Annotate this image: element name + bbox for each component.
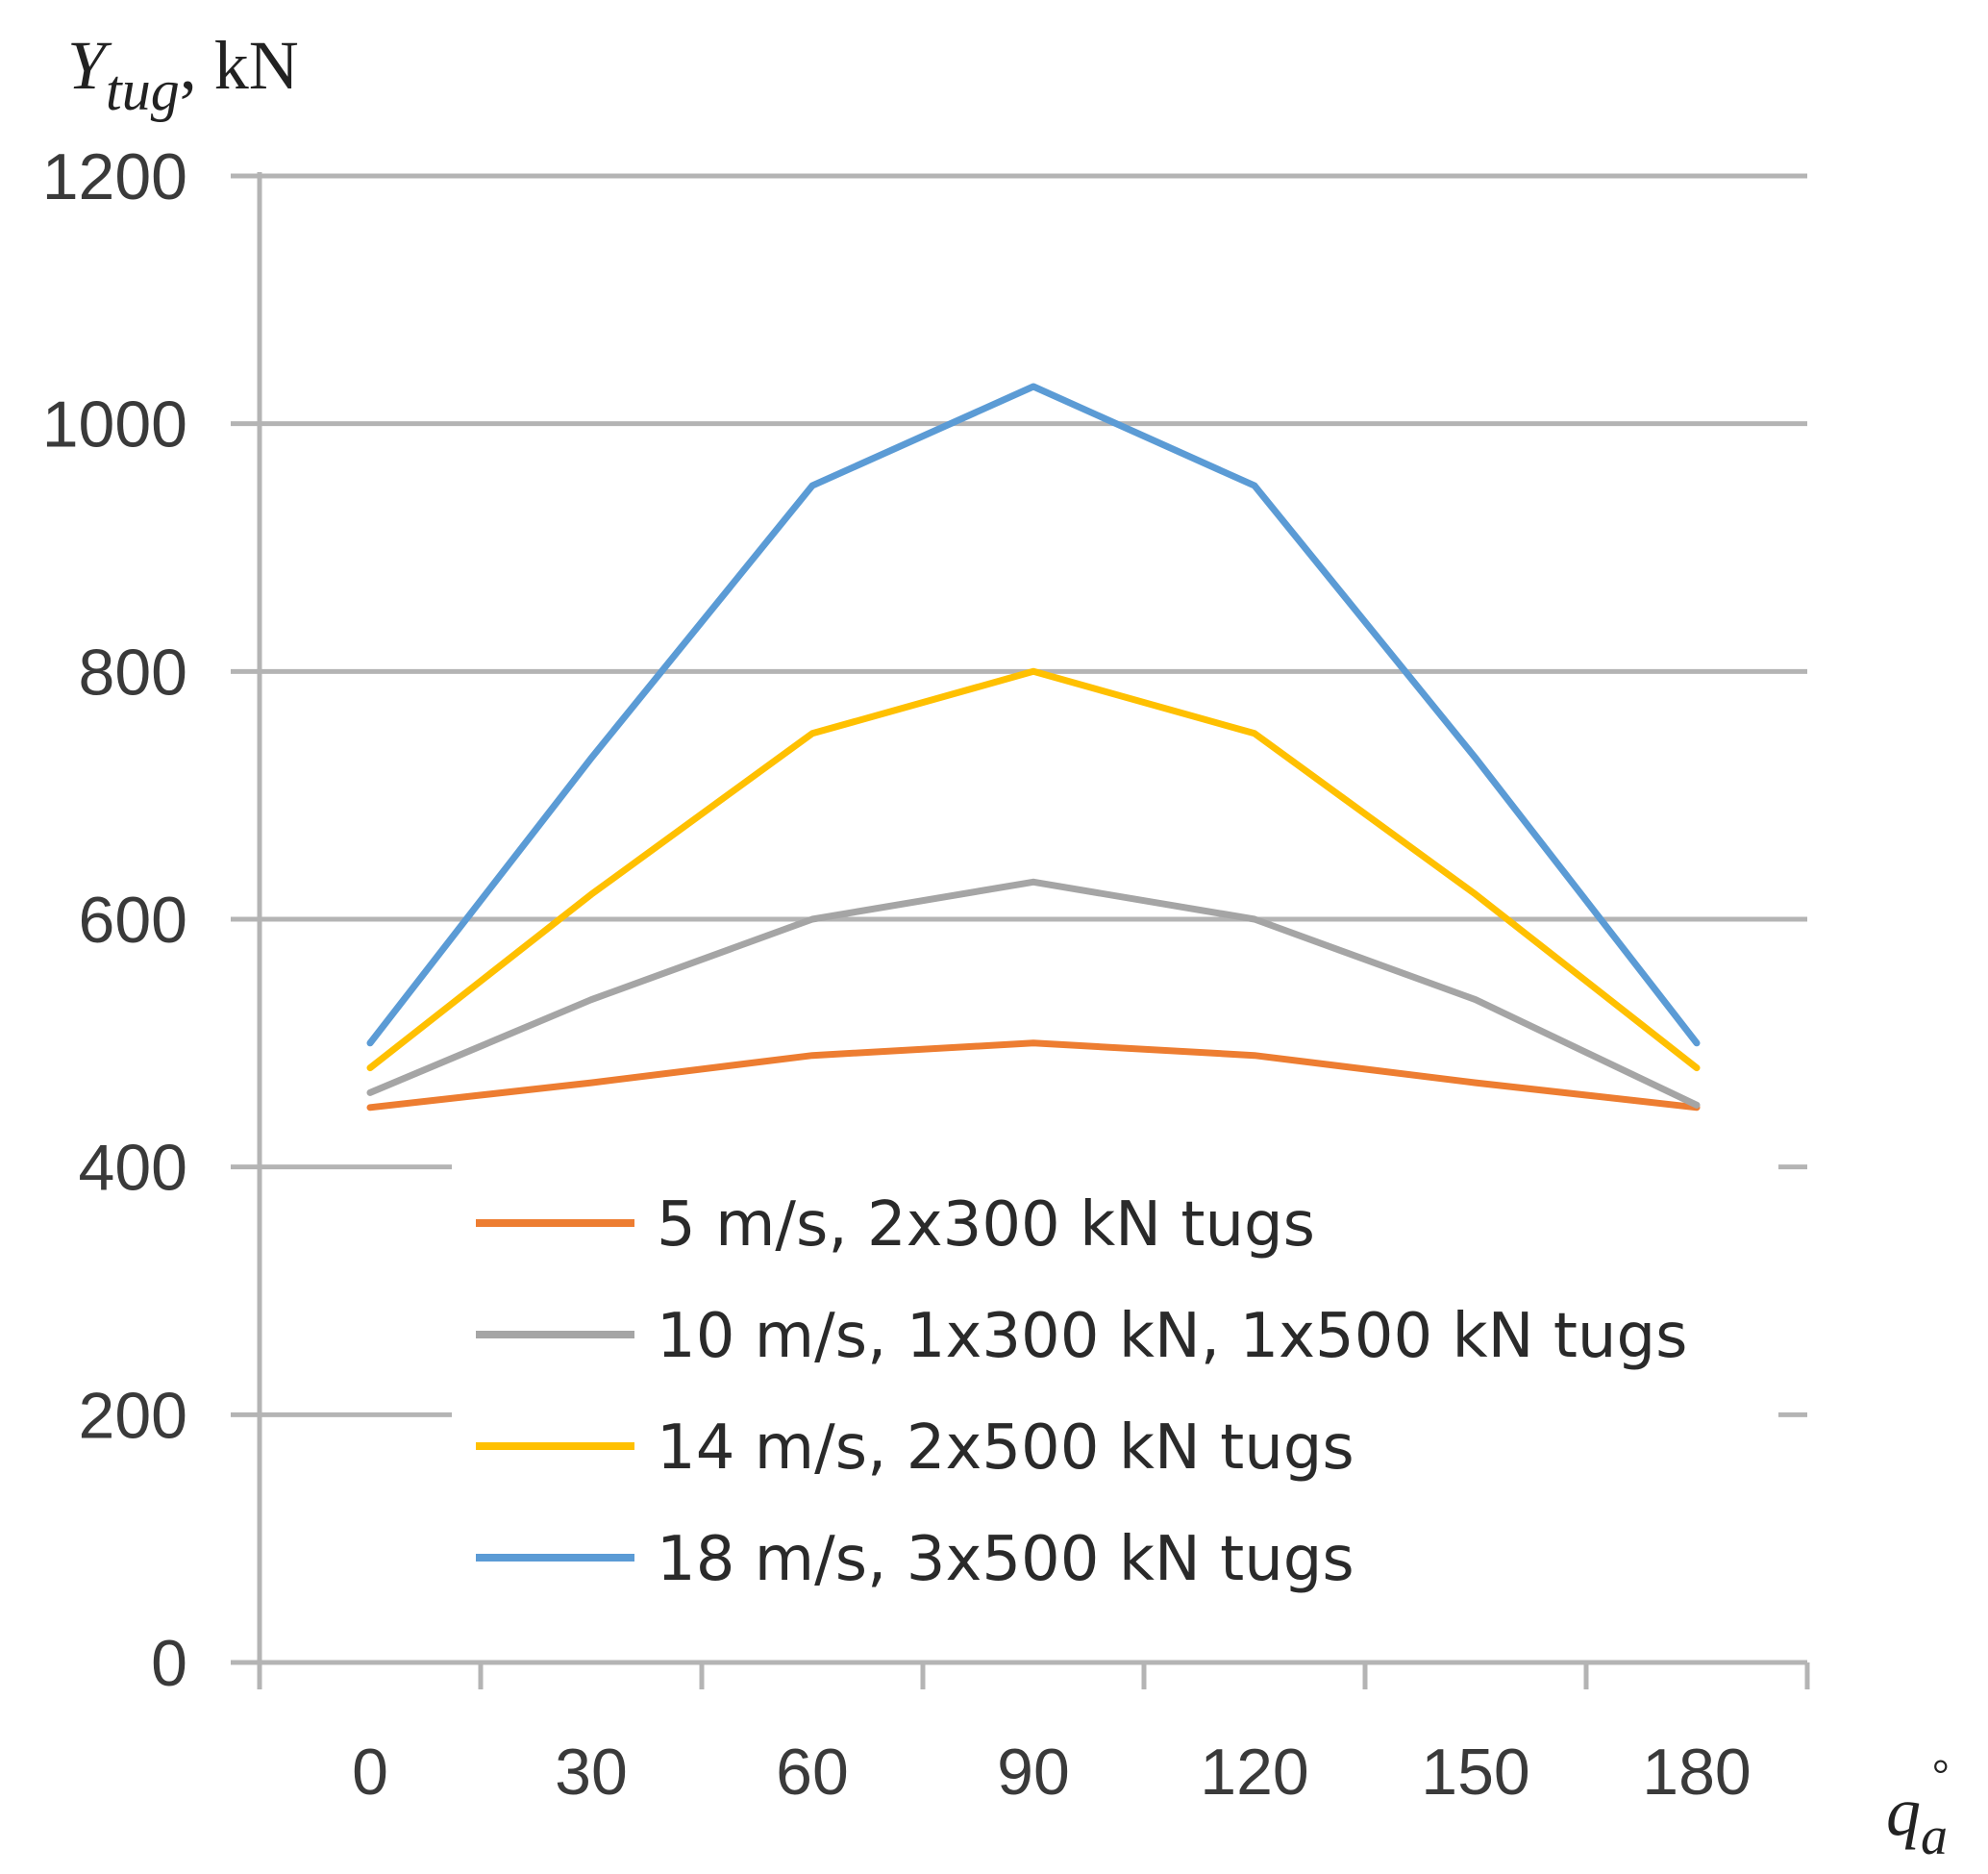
series-line-4: [366, 383, 1701, 1047]
y-tick-label: 800: [79, 636, 187, 709]
legend-background: [452, 1159, 1778, 1601]
x-axis-title: qa: [1886, 1773, 1948, 1866]
y-tick-label: 600: [79, 884, 187, 957]
legend-item: 14 m/s, 2x500 kN tugs: [476, 1412, 1354, 1484]
x-axis-subscript: a: [1921, 1807, 1948, 1866]
legend-label: 18 m/s, 3x500 kN tugs: [657, 1524, 1354, 1595]
x-tick-label: 60: [776, 1736, 849, 1809]
legend-label: 5 m/s, 2x300 kN tugs: [657, 1189, 1315, 1261]
x-tick-labels: 0 30 60 90 120 150 180: [352, 1736, 1752, 1809]
x-axis-symbol: q: [1886, 1773, 1921, 1850]
legend-item: 10 m/s, 1x300 kN, 1x500 kN tugs: [476, 1301, 1687, 1372]
y-tick-labels: 0 200 400 600 800 1000 1200: [42, 140, 187, 1700]
legend-label: 14 m/s, 2x500 kN tugs: [657, 1412, 1354, 1484]
series-line-3: [366, 667, 1701, 1072]
y-tick-label: 1000: [42, 388, 187, 462]
legend-item: 18 m/s, 3x500 kN tugs: [476, 1524, 1354, 1595]
legend-item: 5 m/s, 2x300 kN tugs: [476, 1189, 1315, 1261]
x-tick-label: 150: [1421, 1736, 1529, 1809]
legend: 5 m/s, 2x300 kN tugs 10 m/s, 1x300 kN, 1x…: [452, 1159, 1778, 1601]
series-line-1: [366, 1039, 1701, 1112]
legend-label: 10 m/s, 1x300 kN, 1x500 kN tugs: [657, 1301, 1687, 1372]
y-axis-title: Ytug, kN: [67, 27, 299, 122]
y-tick-label: 0: [151, 1627, 187, 1700]
x-axis-degree: °: [1932, 1751, 1950, 1798]
y-axis-symbol: Y: [67, 27, 112, 104]
y-axis-subscript: tug: [106, 59, 180, 122]
x-tick-label: 180: [1642, 1736, 1751, 1809]
y-axis-unit: , kN: [180, 27, 299, 104]
x-tick-label: 120: [1200, 1736, 1308, 1809]
y-tick-label: 400: [79, 1132, 187, 1205]
y-tick-label: 1200: [42, 140, 187, 213]
x-tick-label: 0: [352, 1736, 388, 1809]
series-line-2: [366, 878, 1701, 1109]
axes: [231, 172, 1810, 1689]
y-tick-label: 200: [79, 1379, 187, 1452]
x-tick-label: 30: [555, 1736, 628, 1809]
x-tick-label: 90: [997, 1736, 1070, 1809]
series-lines: [366, 383, 1701, 1112]
